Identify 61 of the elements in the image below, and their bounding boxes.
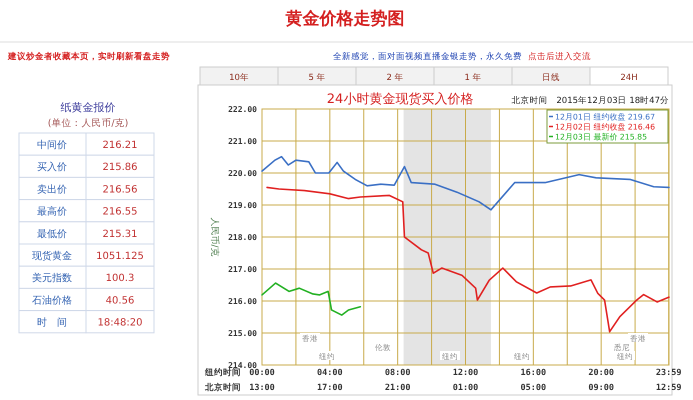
text: 点击后进入交流 — [528, 51, 591, 62]
x-tick-label: 08:00 — [384, 368, 410, 378]
text: 215.86 — [102, 162, 138, 174]
x-tick-label: 16:00 — [520, 368, 546, 378]
text: 建议炒金者收藏本页，实时刷新看盘走势 — [7, 51, 170, 62]
category-label: 日线 — [542, 72, 560, 83]
text: 全新感觉，面对面视频直播金银走势，永久免费 — [333, 51, 522, 62]
y-tick-label: 216.00 — [228, 297, 258, 306]
text: 216.21 — [102, 140, 138, 151]
category-label: 美元指数 — [32, 272, 72, 284]
x2-axis-title: 北京时间 — [204, 382, 241, 393]
x-tick-label: 23:59 — [656, 368, 682, 378]
y-tick-label: 221.00 — [228, 137, 258, 146]
category-label: 24H — [620, 73, 638, 83]
line-series — [266, 186, 670, 333]
category-label: 2 年 — [386, 72, 404, 83]
category-label: 1 年 — [464, 72, 482, 83]
text: 216.55 — [102, 206, 138, 218]
text: (单位：人民币/克) — [48, 117, 128, 129]
x-tick-label: 20:00 — [588, 368, 614, 378]
text: 09:00 — [588, 383, 614, 393]
x-tick-label: 04:00 — [317, 368, 343, 378]
category-label: 最低价 — [37, 228, 67, 240]
y-tick-label: 217.00 — [228, 265, 258, 274]
category-label: 最高价 — [37, 206, 67, 218]
y-axis-title: 人民币/克 — [209, 217, 220, 257]
line-series — [261, 282, 362, 316]
text: 12:59 — [656, 383, 682, 393]
category-label: 石油价格 — [32, 294, 72, 306]
text: 纸黄金报价 — [60, 101, 116, 114]
text: 21:00 — [384, 383, 410, 393]
line-series — [261, 156, 670, 211]
y-tick-label: 214.00 — [228, 361, 258, 370]
chart-subtitle: 北京时间 2015年12月03日 18时47分 — [511, 95, 669, 106]
category-label: 时 间 — [37, 316, 67, 329]
y-tick-label: 220.00 — [228, 169, 258, 178]
text: 216.56 — [102, 184, 138, 196]
y-tick-label: 215.00 — [228, 329, 258, 338]
text: 18:48:20 — [98, 318, 142, 329]
chart-title: 24小时黄金现货买入价格 — [326, 92, 474, 107]
x-tick-label: 12:00 — [452, 368, 478, 378]
y-tick-label: 222.00 — [228, 105, 258, 114]
x-axis-title: 纽约时间 — [204, 367, 241, 378]
category-label: 卖出价 — [37, 183, 67, 196]
text: 13:00 — [249, 383, 275, 393]
category-label: 现货黄金 — [32, 250, 72, 262]
text: 1051.125 — [96, 251, 144, 262]
category-label: 5 年 — [308, 72, 326, 83]
text: 100.3 — [106, 273, 134, 284]
x-tick-label: 00:00 — [249, 368, 275, 378]
y-tick-label: 218.00 — [228, 233, 258, 242]
category-label: 买入价 — [37, 161, 67, 174]
text: 05:00 — [520, 383, 546, 393]
text: 01:00 — [452, 383, 478, 393]
y-tick-label: 219.00 — [228, 201, 258, 210]
text: 17:00 — [317, 383, 343, 393]
text: 40.56 — [106, 295, 134, 306]
category-label: 中间价 — [37, 139, 67, 151]
category-label: 10年 — [229, 72, 249, 83]
text: 黄金价格走势图 — [284, 9, 404, 29]
text: 215.31 — [102, 228, 138, 240]
